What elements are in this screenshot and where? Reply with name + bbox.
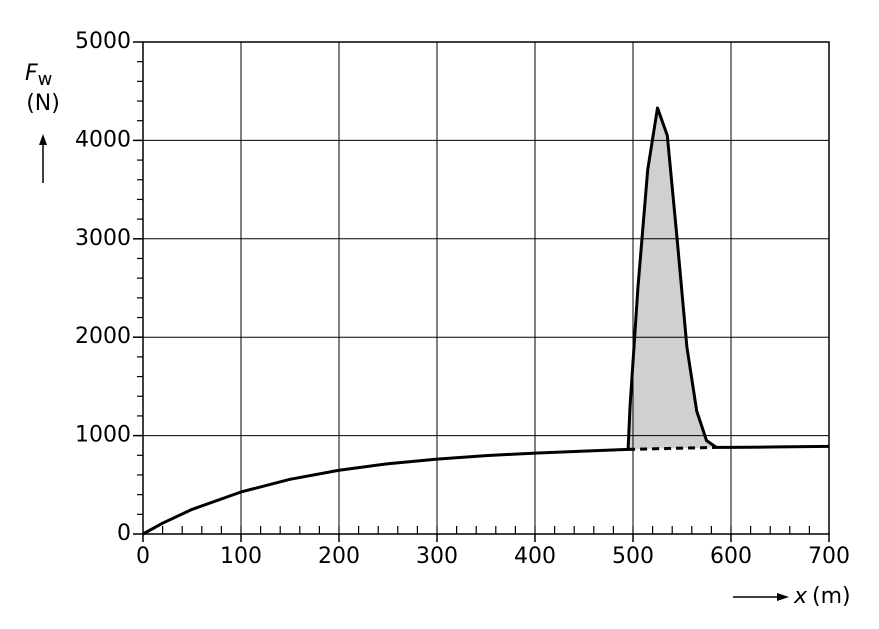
line-series <box>142 106 830 536</box>
y-tick-label: 5000 <box>75 29 131 54</box>
y-label-symbol: F <box>25 61 38 86</box>
x-tick-label: 700 <box>808 544 850 569</box>
y-tick-label: 0 <box>117 521 131 546</box>
plot-frame <box>142 41 830 535</box>
y-tick-label: 3000 <box>75 226 131 251</box>
y-label-subscript: w <box>38 69 53 90</box>
line-series <box>628 445 717 451</box>
x-tick-label: 100 <box>220 544 262 569</box>
y-tick-label: 2000 <box>75 324 131 349</box>
x-tick-label: 0 <box>136 544 150 569</box>
x-label-symbol: x <box>793 584 808 609</box>
x-tick-label: 300 <box>416 544 458 569</box>
x-tick-label: 400 <box>514 544 556 569</box>
x-tick-label: 500 <box>612 544 654 569</box>
x-label-unit: (m) <box>812 584 851 609</box>
y-arrow-head <box>39 134 47 145</box>
y-tick-label: 1000 <box>75 423 131 448</box>
x-tick-label: 600 <box>710 544 752 569</box>
x-arrow-head <box>777 593 789 601</box>
y-tick-label: 4000 <box>75 127 131 152</box>
x-tick-label: 200 <box>318 544 360 569</box>
y-axis-label: Fw <box>25 61 52 90</box>
x-axis-label: x (m) <box>793 584 851 609</box>
y-axis-unit: (N) <box>26 91 60 116</box>
shaded-area <box>628 107 717 450</box>
